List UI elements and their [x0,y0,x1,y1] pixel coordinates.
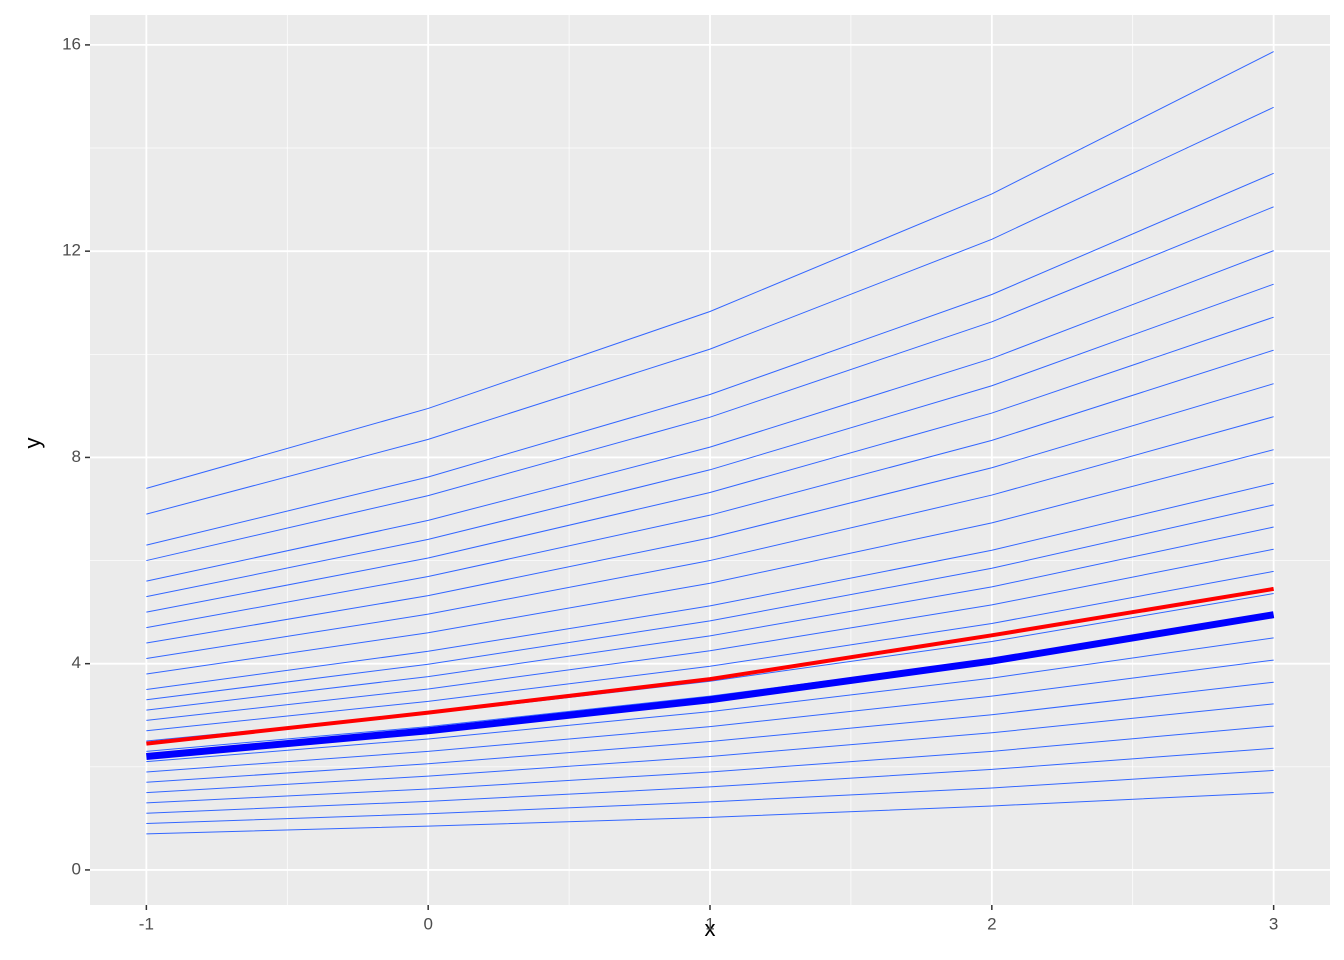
line [146,586,1274,746]
x-tick-label: 1 [705,914,714,933]
line [146,637,1274,763]
line [146,526,1274,711]
x-axis-title: x [705,916,716,941]
line [146,703,1274,794]
line [146,747,1274,814]
line [146,106,1274,515]
line [146,349,1274,629]
y-tick-label: 16 [62,34,81,53]
line [146,383,1274,644]
y-axis-title: y [20,438,45,449]
y-tick-label: 12 [62,241,81,260]
y-tick-label: 4 [72,653,81,672]
line [146,482,1274,690]
line [146,611,1275,760]
line [146,206,1274,562]
line [146,548,1274,721]
x-tick-label: 3 [1269,914,1278,933]
line [146,250,1274,582]
x-tick-label: 2 [987,914,996,933]
line [146,283,1274,598]
x-tick-label: 0 [423,914,432,933]
line [146,792,1274,835]
y-tick-label: 8 [72,447,81,466]
line [146,449,1274,675]
line [146,769,1274,825]
line [146,504,1274,701]
line [146,570,1274,732]
line [146,681,1274,783]
line [146,172,1274,546]
x-tick-label: -1 [139,914,154,933]
line [146,316,1274,613]
line [146,725,1274,804]
line [146,51,1274,489]
line [146,416,1274,660]
line [146,659,1274,773]
y-tick-label: 0 [72,859,81,878]
